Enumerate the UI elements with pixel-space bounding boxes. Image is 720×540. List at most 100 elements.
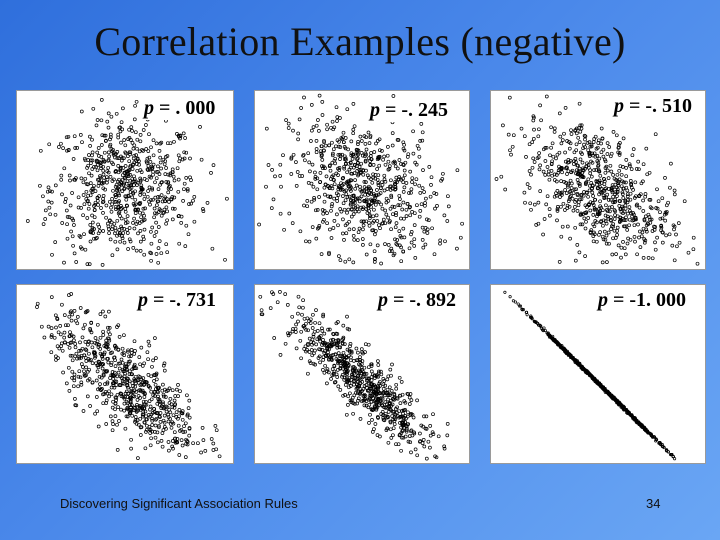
scatter-point bbox=[161, 382, 165, 387]
scatter-point bbox=[376, 200, 381, 204]
scatter-point bbox=[338, 364, 343, 368]
scatter-point bbox=[356, 160, 360, 165]
scatter-point bbox=[83, 347, 88, 352]
scatter-point bbox=[318, 347, 323, 352]
scatter-point bbox=[334, 105, 339, 110]
scatter-point bbox=[185, 413, 190, 418]
scatter-point bbox=[133, 349, 137, 353]
scatter-point bbox=[598, 204, 603, 209]
scatter-point bbox=[630, 414, 635, 418]
scatter-point bbox=[158, 208, 163, 213]
scatter-point bbox=[359, 365, 364, 370]
scatter-point bbox=[166, 412, 171, 417]
scatter-point bbox=[209, 437, 214, 441]
scatter-point bbox=[442, 446, 447, 451]
scatter-point bbox=[125, 227, 129, 232]
scatter-point bbox=[617, 168, 622, 173]
scatter-point bbox=[38, 148, 43, 153]
scatter-point bbox=[398, 197, 402, 201]
scatter-point bbox=[110, 197, 114, 201]
scatter-point bbox=[614, 133, 619, 138]
scatter-point bbox=[620, 192, 625, 196]
scatter-point bbox=[130, 195, 135, 200]
scatter-point bbox=[110, 405, 115, 410]
scatter-point bbox=[404, 181, 409, 185]
scatter-point bbox=[148, 202, 152, 207]
scatter-point bbox=[674, 232, 678, 237]
scatter-point bbox=[653, 225, 658, 229]
scatter-point bbox=[583, 226, 588, 231]
scatter-point bbox=[564, 165, 569, 170]
scatter-point bbox=[165, 250, 170, 255]
scatter-point bbox=[607, 391, 611, 395]
scatter-point bbox=[418, 431, 422, 436]
scatter-point bbox=[320, 329, 325, 333]
scatter-point bbox=[122, 186, 127, 191]
scatter-point bbox=[626, 198, 630, 202]
scatter-point bbox=[409, 398, 414, 402]
scatter-point bbox=[53, 240, 58, 244]
scatter-point bbox=[326, 327, 330, 332]
scatter-point bbox=[426, 439, 431, 444]
scatter-point bbox=[155, 385, 160, 390]
scatter-point bbox=[424, 427, 429, 431]
scatter-point bbox=[340, 355, 345, 360]
scatter-point bbox=[76, 205, 81, 210]
scatter-point bbox=[356, 142, 360, 146]
scatter-point bbox=[177, 408, 182, 412]
scatter-point bbox=[369, 188, 373, 193]
scatter-point bbox=[74, 260, 79, 264]
scatter-point bbox=[577, 101, 582, 106]
scatter-point bbox=[573, 225, 578, 230]
scatter-point bbox=[624, 407, 628, 411]
scatter-point bbox=[95, 369, 100, 374]
scatter-point bbox=[100, 361, 105, 366]
scatter-point bbox=[110, 419, 115, 423]
scatter-point bbox=[407, 191, 411, 195]
scatter-point bbox=[367, 216, 372, 221]
scatter-point bbox=[359, 139, 364, 143]
scatter-point bbox=[316, 356, 321, 360]
scatter-point bbox=[296, 319, 300, 324]
scatter-point bbox=[595, 220, 599, 225]
scatter-point bbox=[517, 304, 522, 308]
scatter-point bbox=[108, 376, 112, 380]
scatter-point bbox=[115, 218, 120, 223]
scatter-point bbox=[70, 191, 74, 195]
scatter-point bbox=[201, 209, 206, 213]
scatter-point bbox=[142, 252, 147, 257]
correlation-label: p = -. 510 bbox=[611, 95, 696, 118]
scatter-point bbox=[328, 227, 332, 232]
scatter-point bbox=[384, 212, 389, 217]
scatter-point bbox=[191, 441, 195, 446]
scatter-point bbox=[589, 142, 594, 147]
scatter-point bbox=[318, 360, 322, 365]
scatter-point bbox=[95, 236, 99, 240]
scatter-point bbox=[330, 373, 335, 378]
scatter-point bbox=[547, 333, 551, 337]
scatter-point bbox=[672, 192, 677, 197]
scatter-point bbox=[47, 142, 52, 147]
scatter-point bbox=[557, 150, 562, 155]
scatter-point bbox=[590, 376, 594, 380]
scatter-point bbox=[131, 390, 135, 395]
scatter-point bbox=[58, 332, 63, 337]
scatter-point bbox=[530, 165, 535, 170]
scatter-point bbox=[602, 182, 607, 187]
scatter-point bbox=[177, 241, 182, 246]
scatter-point bbox=[55, 317, 60, 321]
scatter-point bbox=[629, 167, 634, 171]
scatter-point bbox=[645, 221, 650, 226]
scatter-point bbox=[140, 187, 145, 192]
scatter-point bbox=[126, 391, 131, 396]
scatter-point bbox=[325, 345, 329, 350]
scatter-point bbox=[59, 173, 64, 178]
scatter-point bbox=[150, 423, 155, 427]
scatter-point bbox=[565, 172, 569, 176]
scatter-point bbox=[126, 168, 131, 173]
scatter-point bbox=[621, 136, 626, 141]
scatter-point bbox=[327, 143, 332, 148]
scatter-point bbox=[87, 377, 92, 381]
scatter-point bbox=[342, 377, 347, 382]
scatter-point bbox=[346, 394, 351, 399]
